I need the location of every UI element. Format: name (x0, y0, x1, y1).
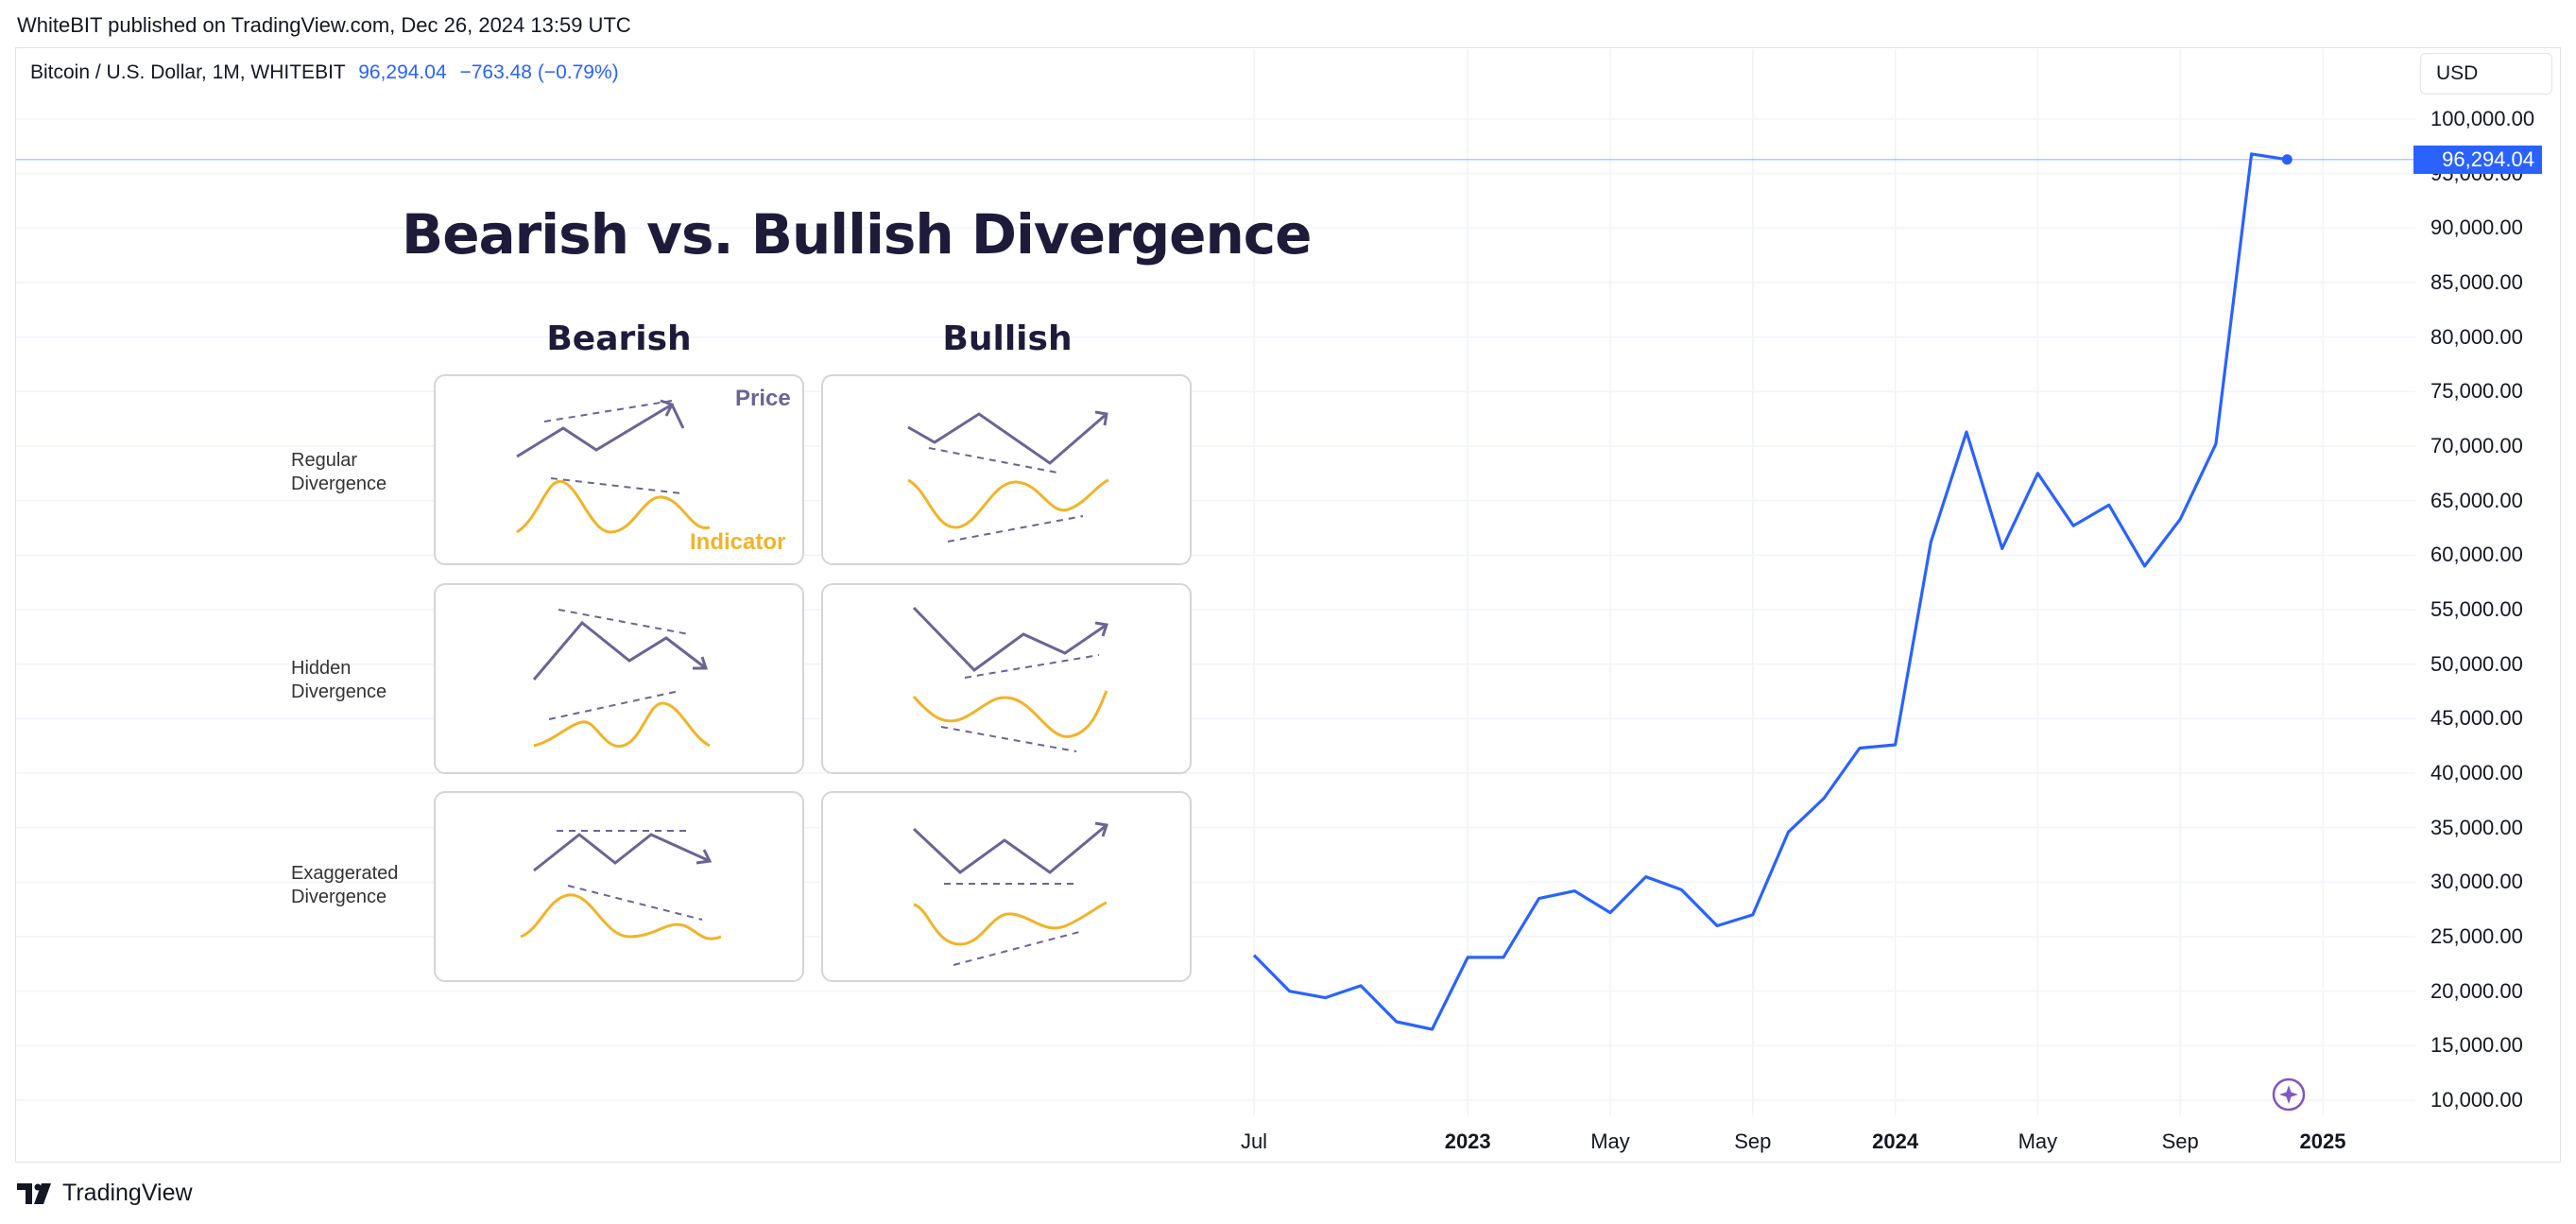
y-tick-label: 30,000.00 (2430, 870, 2523, 894)
overlay-title: Bearish vs. Bullish Divergence (402, 202, 1313, 267)
publish-line: WhiteBIT published on TradingView.com, D… (17, 13, 631, 37)
price-change: −763.48 (−0.79%) (459, 61, 619, 83)
y-tick-label: 80,000.00 (2430, 324, 2523, 349)
y-tick-label: 10,000.00 (2430, 1088, 2523, 1112)
y-tick-label: 40,000.00 (2430, 761, 2523, 784)
y-tick-label: 60,000.00 (2430, 543, 2523, 567)
symbol-name: Bitcoin / U.S. Dollar, 1M, WHITEBIT (30, 61, 346, 83)
x-tick-label: Jul (1240, 1129, 1268, 1153)
panel-bullish-regular (821, 374, 1192, 565)
panel-bullish-hidden (821, 583, 1192, 774)
panel-bearish-regular (434, 374, 804, 565)
x-tick-label: Sep (1734, 1129, 1772, 1153)
panel-bearish-hidden (434, 583, 804, 774)
last-price-label: 96,294.04 (2413, 145, 2542, 174)
last-value: 96,294.04 (358, 61, 447, 83)
row-label-line: Hidden (291, 658, 352, 679)
y-tick-label: 15,000.00 (2430, 1033, 2523, 1058)
symbol-legend[interactable]: Bitcoin / U.S. Dollar, 1M, WHITEBIT 96,2… (30, 61, 619, 84)
row-label-line: Divergence (291, 681, 387, 702)
footer-brand-name: TradingView (62, 1180, 193, 1206)
x-tick-label: May (2018, 1129, 2058, 1153)
y-tick-label: 35,000.00 (2430, 815, 2523, 839)
chart-frame (15, 47, 2561, 1163)
column-bullish: Bullish (942, 319, 1073, 358)
x-tick-label: 2025 (2299, 1129, 2346, 1153)
last-price-dot (2281, 154, 2293, 165)
y-tick-label: 90,000.00 (2430, 215, 2523, 240)
x-tick-label: May (1590, 1129, 1630, 1153)
y-tick-label: 55,000.00 (2430, 597, 2523, 621)
y-tick-label: 85,000.00 (2430, 270, 2523, 294)
x-tick-label: 2024 (1872, 1129, 1919, 1153)
x-tick-label: Sep (2161, 1129, 2199, 1153)
row-label-regular: Regular Divergence (291, 449, 423, 496)
y-tick-label: 70,000.00 (2430, 434, 2523, 457)
row-label-line: Regular (291, 450, 358, 471)
sparkle-icon[interactable] (2272, 1077, 2306, 1112)
row-label-hidden: Hidden Divergence (291, 657, 423, 704)
row-label-line: Exaggerated (291, 863, 399, 884)
y-tick-label: 45,000.00 (2430, 706, 2523, 731)
y-tick-label: 50,000.00 (2430, 651, 2523, 676)
y-tick-label: 20,000.00 (2430, 978, 2523, 1003)
x-tick-label: 2023 (1444, 1129, 1491, 1153)
row-label-line: Divergence (291, 474, 387, 494)
panel-bearish-exaggerated (434, 791, 804, 982)
tradingview-logo-icon (17, 1182, 51, 1204)
y-tick-label: 75,000.00 (2430, 379, 2523, 404)
indicator-label: Indicator (690, 529, 786, 555)
price-series-line (1252, 152, 2288, 1031)
row-label-exaggerated: Exaggerated Divergence (291, 862, 423, 909)
y-tick-label: 100,000.00 (2430, 107, 2535, 130)
currency-button[interactable]: USD (2420, 53, 2552, 95)
y-tick-label: 25,000.00 (2430, 924, 2523, 948)
footer-brand[interactable]: TradingView (17, 1180, 193, 1207)
column-bearish: Bearish (546, 319, 692, 358)
price-label: Price (735, 386, 791, 411)
y-tick-label: 65,000.00 (2430, 488, 2523, 512)
panel-bullish-exaggerated (821, 791, 1192, 982)
row-label-line: Divergence (291, 887, 387, 907)
